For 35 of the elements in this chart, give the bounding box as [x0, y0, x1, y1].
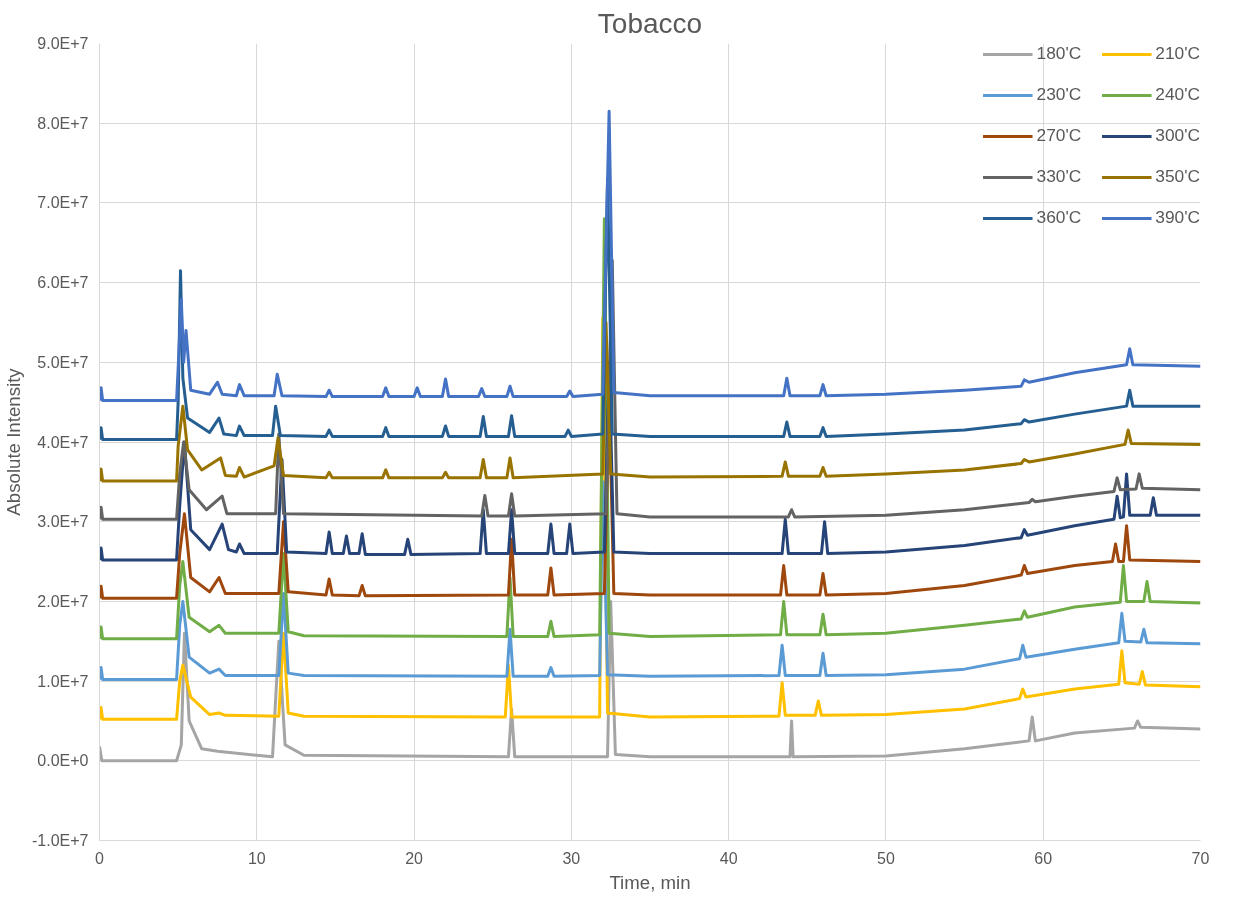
y-tick-label: 1.0E+7	[37, 672, 89, 690]
legend-label: 360'C	[1036, 207, 1082, 228]
x-tick-label: 70	[1191, 849, 1210, 867]
legend-label: 210'C	[1155, 43, 1200, 64]
y-tick-label: 4.0E+7	[37, 433, 89, 451]
y-tick-label: 9.0E+7	[37, 35, 89, 52]
y-tick-label: 6.0E+7	[37, 274, 89, 292]
line-series	[99, 320, 1201, 483]
y-tick-label: 5.0E+7	[37, 353, 89, 371]
legend-label: 330'C	[1036, 166, 1082, 187]
legend-label: 270'C	[1036, 125, 1082, 146]
legend-label: 390'C	[1155, 207, 1200, 228]
x-tick-label: 30	[562, 849, 581, 867]
x-axis-title: Time, min	[609, 871, 691, 893]
y-tick-label: 8.0E+7	[37, 114, 89, 132]
legend-label: 230'C	[1036, 84, 1082, 105]
legend-label: 240'C	[1155, 84, 1200, 105]
line-series	[99, 599, 1201, 763]
x-tick-label: 40	[719, 849, 738, 867]
x-tick-label: 0	[95, 849, 105, 867]
legend-label: 180'C	[1036, 43, 1082, 64]
chart-title: Tobacco	[597, 7, 703, 39]
x-tick-label: 20	[405, 849, 424, 867]
x-tick-label: 10	[247, 849, 266, 867]
y-tick-label: 2.0E+7	[37, 592, 89, 610]
x-tick-label: 50	[877, 849, 895, 867]
y-tick-label: 3.0E+7	[37, 513, 89, 531]
y-tick-label: 7.0E+7	[37, 194, 89, 212]
x-tick-label: 60	[1034, 849, 1053, 867]
y-tick-label: -1.0E+7	[32, 832, 89, 849]
line-series	[99, 109, 1201, 403]
y-tick-label: 0.0E+0	[37, 752, 89, 770]
legend-label: 300'C	[1155, 125, 1200, 146]
y-axis-title: Absolute Intensity	[3, 367, 25, 516]
legend-label: 350'C	[1155, 166, 1200, 187]
